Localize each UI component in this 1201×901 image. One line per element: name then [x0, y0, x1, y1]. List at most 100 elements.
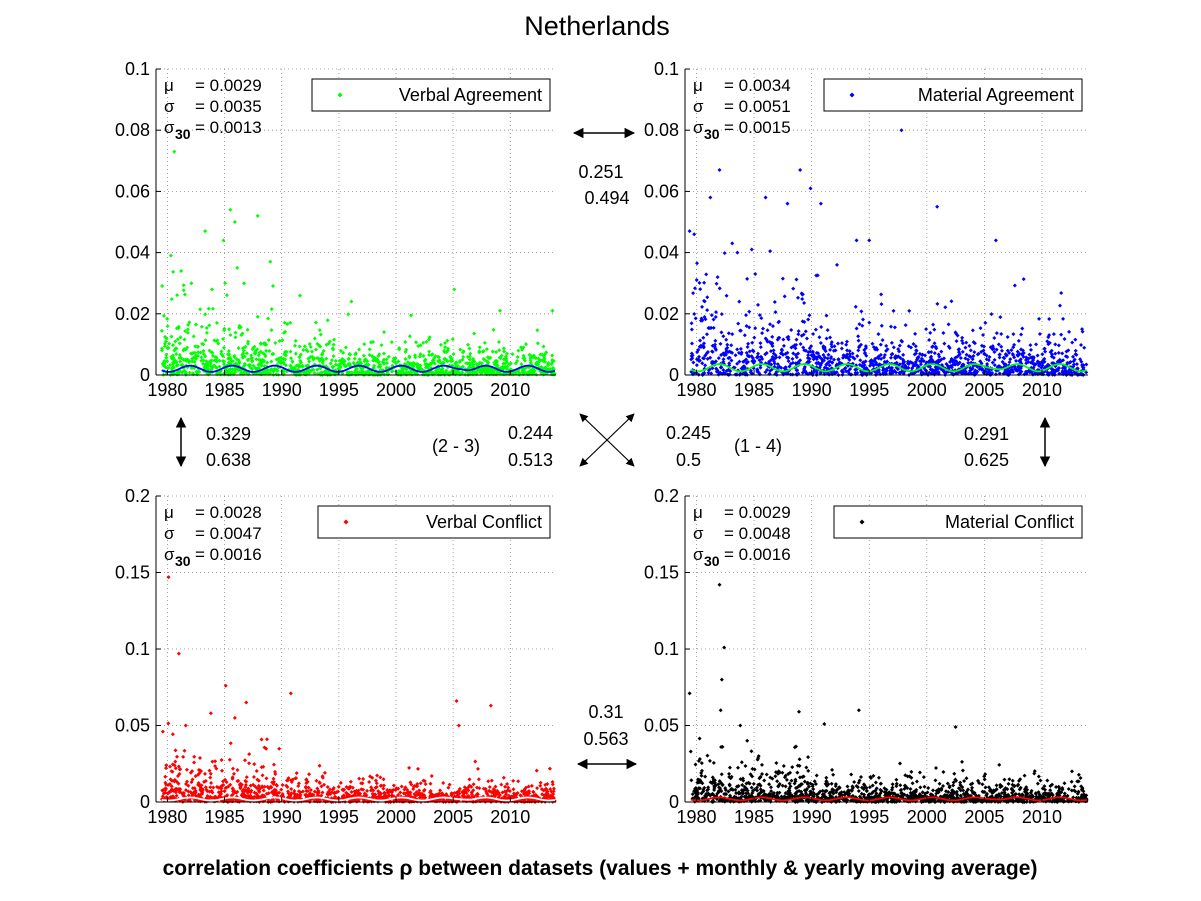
data-point — [181, 288, 186, 293]
data-point — [489, 778, 494, 783]
data-point — [1073, 352, 1078, 357]
stat-value: = 0.0035 — [195, 97, 262, 116]
data-point — [785, 356, 790, 361]
data-point — [428, 790, 433, 795]
data-point — [367, 780, 372, 785]
data-point — [193, 322, 198, 327]
data-point — [496, 339, 501, 344]
data-point — [769, 789, 774, 794]
stat-value: = 0.0013 — [195, 118, 262, 137]
data-point — [241, 787, 246, 792]
data-point — [789, 345, 794, 350]
data-point — [1039, 360, 1044, 365]
data-point — [705, 295, 710, 300]
data-point — [484, 347, 489, 352]
data-point — [217, 364, 222, 369]
data-point — [861, 360, 866, 365]
legend-box — [311, 78, 551, 112]
data-point — [1062, 337, 1067, 342]
data-point — [1046, 335, 1051, 340]
data-point — [192, 359, 197, 364]
data-point — [1081, 365, 1086, 370]
data-point — [170, 762, 175, 767]
data-point — [167, 341, 172, 346]
data-point — [204, 362, 209, 367]
stat-symbol: σ — [164, 97, 175, 116]
data-point — [765, 328, 770, 333]
data-point — [715, 275, 720, 280]
data-point — [382, 357, 387, 362]
data-point — [324, 342, 329, 347]
data-point — [1050, 361, 1055, 366]
data-point — [749, 247, 754, 252]
data-point — [538, 780, 543, 785]
data-point — [288, 794, 293, 799]
data-point — [396, 786, 401, 791]
data-point — [777, 364, 782, 369]
data-point — [863, 350, 868, 355]
x-tick-label: 2010 — [490, 380, 530, 400]
data-point — [315, 786, 320, 791]
data-point — [179, 268, 184, 273]
data-point — [970, 328, 975, 333]
data-point — [300, 364, 305, 369]
data-point — [1037, 316, 1042, 321]
data-point — [438, 342, 443, 347]
y-tick-label: 0.1 — [125, 639, 150, 659]
data-point — [166, 345, 171, 350]
data-point — [738, 371, 743, 376]
data-point — [699, 773, 704, 778]
data-point — [405, 787, 410, 792]
data-point — [994, 783, 999, 788]
data-point — [711, 317, 716, 322]
data-point — [319, 784, 324, 789]
data-point — [790, 360, 795, 365]
data-point — [984, 353, 989, 358]
data-point — [250, 347, 255, 352]
data-point — [390, 793, 395, 798]
x-tick-label: 1995 — [319, 380, 359, 400]
data-point — [704, 272, 709, 277]
data-point — [979, 366, 984, 371]
data-point — [936, 366, 941, 371]
data-point — [169, 769, 174, 774]
data-point — [772, 361, 777, 366]
data-point — [874, 346, 879, 351]
data-point — [220, 768, 225, 773]
data-point — [466, 788, 471, 793]
data-point — [972, 350, 977, 355]
x-tick-label: 1995 — [319, 807, 359, 827]
data-point — [494, 349, 499, 354]
data-point — [247, 752, 252, 757]
data-point — [844, 339, 849, 344]
data-point — [698, 287, 703, 292]
data-point — [949, 299, 954, 304]
data-point — [1037, 331, 1042, 336]
data-point — [868, 363, 873, 368]
data-point — [482, 340, 487, 345]
data-point — [233, 335, 238, 340]
data-point — [771, 348, 776, 353]
stat-symbol: σ — [164, 545, 175, 564]
data-point — [357, 369, 362, 374]
data-point — [814, 370, 819, 375]
data-point — [160, 788, 165, 793]
data-point — [306, 356, 311, 361]
data-point — [534, 768, 539, 773]
data-point — [213, 759, 218, 764]
data-point — [168, 253, 173, 258]
data-point — [878, 352, 883, 357]
data-point — [714, 310, 719, 315]
data-point — [166, 721, 171, 726]
x-tick-label: 1980 — [147, 380, 187, 400]
data-point — [181, 357, 186, 362]
data-point — [543, 352, 548, 357]
data-point — [417, 354, 422, 359]
data-point — [504, 351, 509, 356]
data-point — [386, 354, 391, 359]
data-point — [212, 358, 217, 363]
data-point — [278, 355, 283, 360]
data-point — [701, 356, 706, 361]
data-point — [332, 337, 337, 342]
data-point — [889, 340, 894, 345]
